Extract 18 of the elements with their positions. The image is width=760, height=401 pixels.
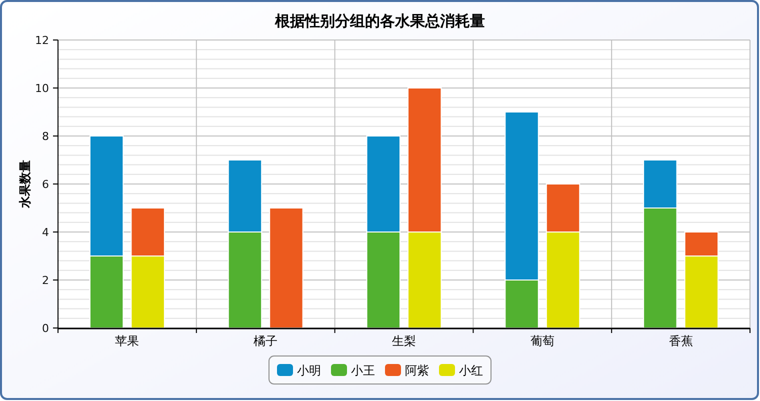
chart-title: 根据性别分组的各水果总消耗量	[274, 12, 485, 30]
y-tick-label: 4	[42, 226, 49, 239]
y-tick-label: 6	[42, 178, 49, 191]
x-tick-label: 生梨	[392, 334, 416, 348]
legend-label: 小王	[351, 364, 375, 378]
legend-label: 阿紫	[405, 364, 429, 378]
legend-label: 小红	[459, 364, 483, 378]
x-tick-label: 香蕉	[668, 334, 693, 348]
x-tick-label: 橘子	[254, 334, 278, 348]
y-tick-label: 10	[35, 82, 49, 95]
y-tick-label: 2	[42, 274, 49, 287]
legend-label: 小明	[297, 364, 321, 378]
x-tick-label: 苹果	[115, 334, 140, 348]
y-axis-title: 水果数量	[18, 160, 32, 209]
x-tick-label: 葡萄	[530, 334, 554, 348]
y-tick-label: 0	[42, 322, 49, 335]
y-tick-label: 12	[35, 34, 49, 47]
y-tick-label: 8	[42, 130, 49, 143]
